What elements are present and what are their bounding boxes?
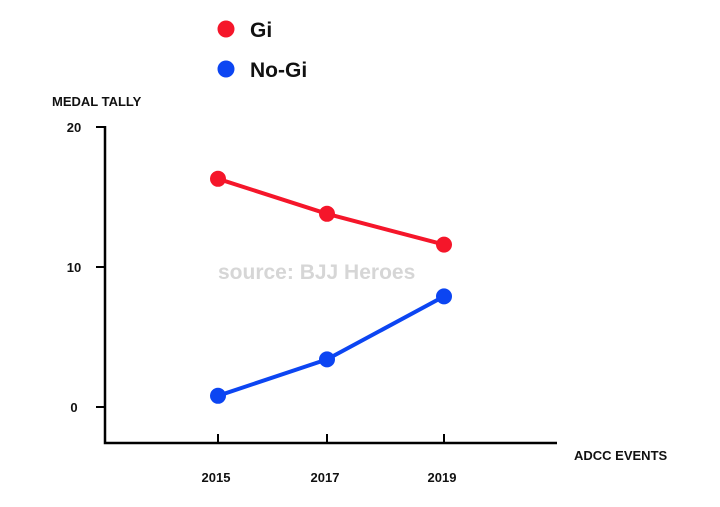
y-axis-ticks: 0 10 20 [67,120,105,415]
data-point-gi [319,205,335,222]
data-point-no-gi [319,351,335,368]
x-tick-label: 2019 [428,470,457,485]
y-tick-label: 10 [67,260,81,275]
data-point-no-gi [436,288,452,305]
legend-marker-gi [217,20,235,38]
axes-frame [103,126,557,445]
x-tick-label: 2017 [311,470,340,485]
x-axis-ticks: 2015 2017 2019 [202,434,457,485]
series-layer [210,170,452,404]
data-point-gi [436,236,452,253]
y-tick-label: 20 [67,120,81,135]
x-tick-label: 2015 [202,470,231,485]
legend: Gi No-Gi [217,19,307,82]
data-point-gi [210,170,226,187]
legend-marker-no-gi [217,60,235,78]
legend-label-no-gi: No-Gi [250,59,307,82]
y-axis-title: MEDAL TALLY [52,94,142,109]
x-axis-title: ADCC EVENTS [574,448,668,463]
source-annotation: source: BJJ Heroes [218,261,415,284]
data-point-no-gi [210,387,226,404]
legend-label-gi: Gi [250,19,272,42]
series-line-no-gi [217,294,445,398]
y-tick-label: 0 [70,400,77,415]
